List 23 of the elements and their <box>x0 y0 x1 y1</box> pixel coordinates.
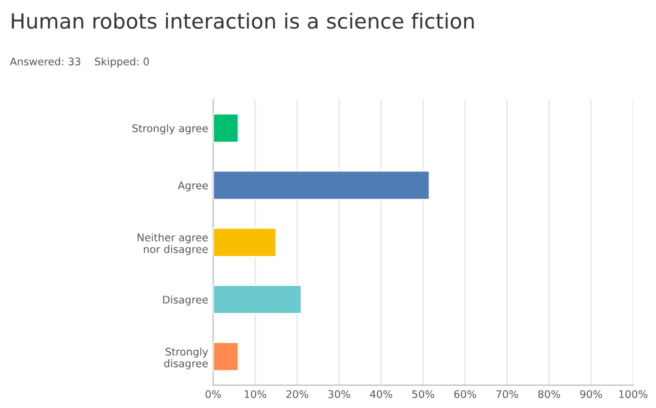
bar <box>213 113 240 144</box>
bar <box>213 284 302 314</box>
x-tick-label: 70% <box>496 390 518 398</box>
x-tick-label: 80% <box>538 390 560 398</box>
bar <box>213 342 240 372</box>
x-tick-label: 90% <box>580 390 602 398</box>
y-tick-label: Neither agree nor disagree <box>138 233 208 256</box>
bar <box>213 170 430 200</box>
x-tick-label: 100% <box>619 390 648 398</box>
y-tick-label: Disagree <box>163 296 208 306</box>
x-tick-label: 50% <box>412 390 434 398</box>
text: Answered: 33 Skipped: 0 <box>10 57 149 68</box>
x-tick-label: 30% <box>328 390 350 398</box>
x-tick-label: 60% <box>454 390 476 398</box>
y-tick-label: Agree <box>178 182 208 192</box>
chart-title: Human robots interaction is a science fiction <box>12 12 474 29</box>
x-tick-label: 40% <box>370 390 392 398</box>
y-tick-label: Strongly disagree <box>164 348 208 370</box>
x-tick-label: 10% <box>244 390 266 398</box>
bar <box>213 227 277 258</box>
x-tick-label: 20% <box>286 390 308 398</box>
y-tick-label: Strongly agree <box>132 124 208 134</box>
x-tick-label: 0% <box>206 390 221 398</box>
